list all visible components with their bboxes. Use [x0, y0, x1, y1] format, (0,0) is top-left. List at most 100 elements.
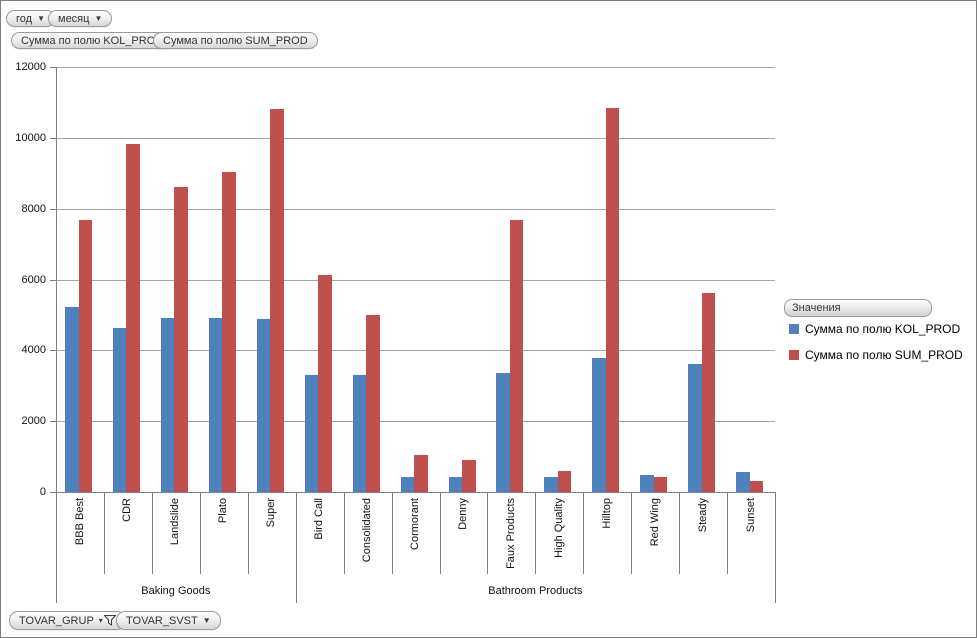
bar-kol-prod-denny[interactable]	[448, 476, 462, 492]
y-axis-tick	[50, 138, 56, 139]
bar-sum-prod-high-quality[interactable]	[557, 470, 572, 493]
chevron-down-icon: ▼	[37, 13, 45, 23]
y-axis-tick	[50, 280, 56, 281]
value-field-button-sum-prod[interactable]: Сумма по полю SUM_PROD	[153, 32, 318, 49]
bar-sum-prod-cdr[interactable]	[126, 143, 140, 492]
group-separator-line	[295, 574, 297, 603]
bar-sum-prod-super[interactable]	[270, 108, 284, 492]
gridline	[56, 421, 775, 422]
value-field-button-kol-prod[interactable]: Сумма по полю KOL_PROD	[11, 32, 174, 49]
gridline	[56, 350, 775, 351]
filter-button-month-label: месяц	[58, 12, 90, 25]
category-group-label: Bathroom Products	[488, 585, 583, 597]
group-separator-line	[775, 574, 776, 603]
chevron-down-icon: ▼	[94, 13, 103, 23]
category-label: Sunset	[744, 498, 757, 533]
bar-sum-prod-steady[interactable]	[701, 292, 716, 492]
bar-sum-prod-denny[interactable]	[462, 459, 476, 492]
legend-item-sum-prod: Сумма по полю SUM_PROD	[789, 348, 963, 362]
filter-button-month[interactable]: месяц ▼	[48, 10, 113, 27]
bar-kol-prod-red-wing[interactable]	[640, 474, 654, 492]
value-field-button-kol-prod-label: Сумма по полю KOL_PROD	[21, 34, 164, 47]
category-separator-line	[199, 492, 201, 574]
y-axis-tick	[50, 67, 56, 68]
y-axis-tick-label: 0	[39, 486, 46, 498]
y-axis-tick-label: 12000	[15, 61, 46, 73]
bar-sum-prod-bbb-best[interactable]	[78, 220, 92, 492]
bar-kol-prod-cormorant[interactable]	[400, 476, 414, 492]
category-label: Faux Products	[504, 498, 517, 569]
category-separator-line	[583, 492, 585, 574]
category-label: BBB Best	[73, 498, 86, 546]
filter-button-tovar-grup[interactable]: TOVAR_GRUP ▾	[9, 611, 126, 630]
category-label: Plato	[217, 498, 230, 524]
category-label: Landslide	[169, 498, 182, 546]
value-field-button-sum-prod-label: Сумма по полю SUM_PROD	[163, 34, 308, 47]
category-separator-line	[295, 492, 297, 574]
legend-swatch-kol-prod	[789, 324, 799, 334]
category-separator-line	[775, 492, 776, 574]
bar-sum-prod-cormorant[interactable]	[414, 455, 428, 492]
category-label: High Quality	[552, 498, 565, 558]
bar-sum-prod-plato[interactable]	[222, 172, 236, 492]
category-label: Denny	[456, 498, 469, 530]
chevron-down-icon: ▼	[202, 615, 211, 625]
bar-kol-prod-landslide[interactable]	[160, 317, 175, 493]
bar-sum-prod-faux-products[interactable]	[509, 220, 524, 492]
bar-kol-prod-faux-products[interactable]	[496, 373, 510, 492]
category-label: CDR	[121, 498, 134, 522]
category-separator-line	[391, 492, 393, 574]
bar-kol-prod-bird-call[interactable]	[304, 374, 319, 492]
y-axis-line	[56, 67, 57, 603]
category-label: Super	[265, 498, 278, 528]
bar-kol-prod-bbb-best[interactable]	[65, 306, 79, 492]
category-separator-line	[151, 492, 153, 574]
y-axis-tick	[50, 421, 56, 422]
legend-item-sum-prod-label: Сумма по полю SUM_PROD	[805, 348, 963, 362]
bar-kol-prod-high-quality[interactable]	[544, 476, 558, 492]
bar-kol-prod-sunset[interactable]	[736, 472, 750, 492]
bar-kol-prod-cdr[interactable]	[112, 328, 127, 492]
legend-values-label: Значения	[792, 302, 841, 314]
bar-sum-prod-hilltop[interactable]	[605, 107, 620, 492]
legend-item-kol-prod: Сумма по полю KOL_PROD	[789, 322, 960, 336]
filter-button-tovar-svst[interactable]: TOVAR_SVST ▼	[116, 611, 221, 630]
bar-sum-prod-bird-call[interactable]	[318, 274, 332, 492]
y-axis-tick	[50, 350, 56, 351]
y-axis-tick-label: 10000	[15, 132, 46, 144]
category-label: Bird Call	[313, 498, 326, 540]
gridline	[56, 67, 775, 68]
category-separator-line	[631, 492, 633, 574]
bar-sum-prod-red-wing[interactable]	[653, 477, 668, 492]
category-label: Cormorant	[409, 498, 421, 550]
y-axis-tick-label: 8000	[21, 203, 46, 215]
bar-sum-prod-consolidated[interactable]	[366, 314, 380, 492]
category-separator-line	[727, 492, 729, 574]
filter-button-year-label: год	[16, 12, 33, 25]
bar-kol-prod-plato[interactable]	[208, 317, 223, 493]
gridline	[56, 138, 775, 139]
bar-kol-prod-super[interactable]	[256, 318, 271, 492]
filter-button-tovar-grup-label: TOVAR_GRUP	[19, 614, 94, 627]
y-axis-tick	[50, 209, 56, 210]
category-label: Consolidated	[361, 498, 374, 563]
bar-kol-prod-consolidated[interactable]	[352, 374, 367, 492]
legend-item-kol-prod-label: Сумма по полю KOL_PROD	[805, 322, 961, 336]
category-label: Red Wing	[648, 498, 661, 547]
filter-button-tovar-svst-label: TOVAR_SVST	[126, 614, 198, 627]
bar-kol-prod-hilltop[interactable]	[592, 357, 606, 492]
legend-values-button[interactable]: Значения	[784, 299, 932, 317]
category-group-label: Baking Goods	[141, 585, 211, 597]
y-axis-tick-label: 4000	[21, 344, 46, 356]
category-separator-line	[343, 492, 345, 574]
y-axis-tick-label: 2000	[21, 415, 46, 427]
category-label: Steady	[696, 498, 709, 533]
bar-sum-prod-landslide[interactable]	[174, 187, 188, 492]
bar-kol-prod-steady[interactable]	[688, 363, 702, 492]
category-separator-line	[679, 492, 681, 574]
x-axis-line	[56, 492, 775, 493]
y-axis-tick-label: 6000	[21, 274, 46, 286]
bar-sum-prod-sunset[interactable]	[749, 481, 764, 492]
gridline	[56, 280, 775, 281]
